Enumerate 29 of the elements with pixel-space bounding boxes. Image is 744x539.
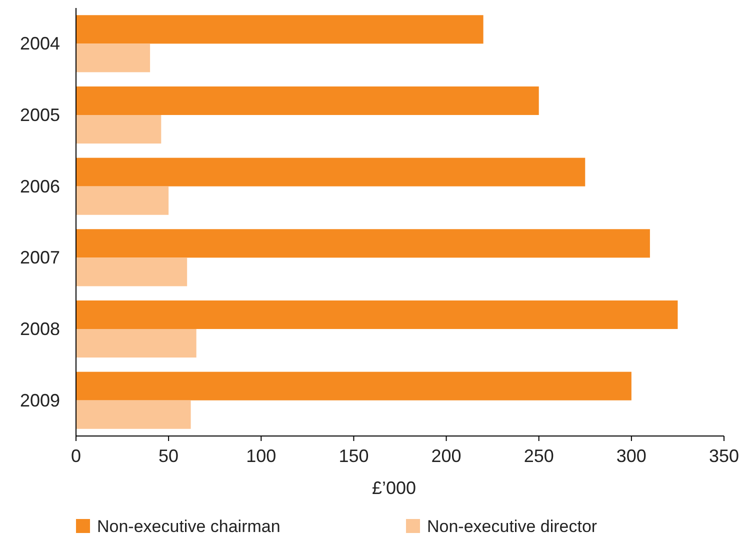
x-axis-title: £’000 (372, 478, 416, 498)
bar (76, 15, 484, 44)
x-tick-label: 0 (70, 446, 82, 466)
x-tick-label: 50 (158, 446, 179, 466)
x-tick-label: 300 (616, 446, 646, 466)
bar (76, 115, 162, 144)
y-tick-label: 2008 (20, 319, 60, 339)
x-tick-label: 150 (338, 446, 369, 466)
x-tick-label: 250 (524, 446, 554, 466)
y-tick-label: 2006 (20, 176, 60, 196)
bar (76, 158, 586, 186)
bar (76, 86, 539, 115)
bar (76, 372, 632, 400)
bar (76, 186, 169, 215)
y-tick-label: 2009 (20, 390, 60, 410)
y-tick-label: 2007 (20, 248, 60, 268)
legend-label: Non-executive chairman (97, 517, 280, 536)
bar (76, 258, 188, 286)
x-tick-label: 350 (708, 446, 740, 466)
bar (76, 400, 191, 429)
y-tick-label: 2005 (20, 105, 60, 125)
bar (76, 300, 678, 329)
bar (76, 229, 650, 258)
x-tick-label: 100 (246, 446, 276, 466)
x-tick-label: 200 (431, 446, 462, 466)
y-tick-label: 2004 (20, 34, 60, 54)
bar (76, 329, 196, 358)
bar (76, 44, 150, 72)
legend-label: Non-executive director (427, 517, 598, 536)
